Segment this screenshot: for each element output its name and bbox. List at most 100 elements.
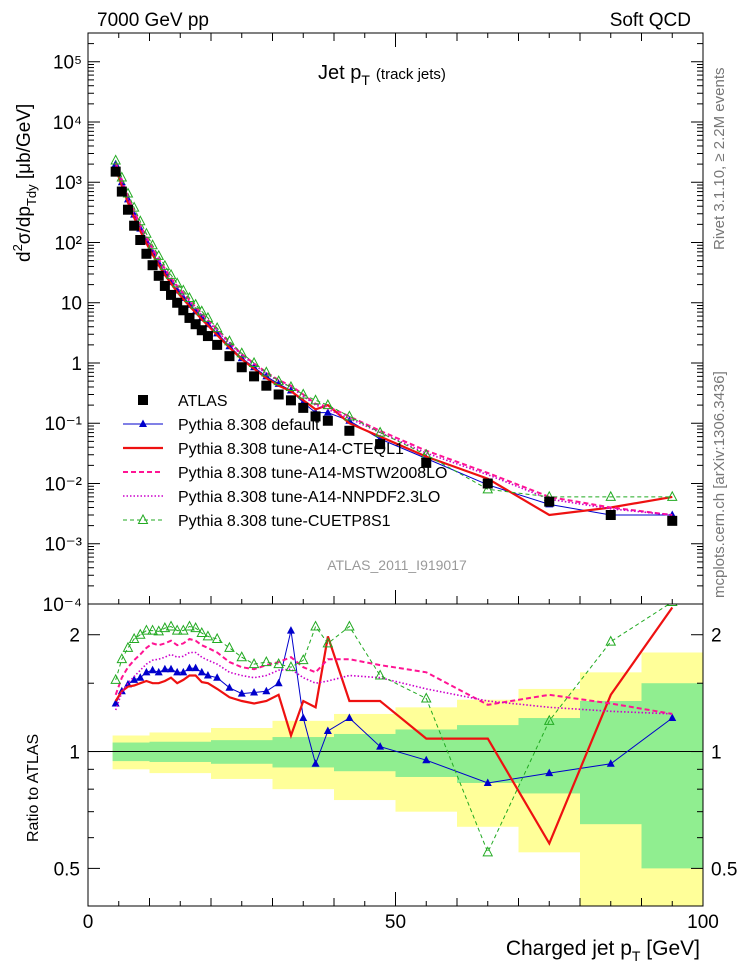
main-data-marker <box>166 289 177 300</box>
main-data-marker <box>153 270 164 281</box>
main-cuetp8s1-marker <box>344 410 355 421</box>
main-cuetp8s1-marker <box>153 249 165 260</box>
legend-label-a14_nnpdf: Pythia 8.308 tune-A14-NNPDF2.3LO <box>178 489 440 506</box>
ratio-xlabel-unit: [GeV] <box>640 937 700 960</box>
ratio-cuetp8s1-marker <box>374 669 386 680</box>
main-cuetp8s1-marker <box>165 268 177 279</box>
main-series-a14_mstw <box>114 162 673 516</box>
main-data-marker <box>344 425 355 436</box>
ratio-xtick-label: 50 <box>385 912 406 933</box>
main-data-marker <box>261 380 272 391</box>
ratio-default-marker <box>299 713 308 722</box>
main-data-marker <box>159 280 170 291</box>
ratio-y-ticks: 0.5 0.5 1 1 2 2 <box>54 626 738 881</box>
main-data-marker <box>224 351 235 362</box>
main-cuetp8s1-marker <box>190 298 201 309</box>
main-data-marker <box>322 415 333 426</box>
main-data-marker <box>421 457 432 468</box>
legend: ATLAS Pythia 8.308 default Pythia 8.308 tu… <box>123 393 447 530</box>
ratio-cuetp8s1-marker <box>273 658 284 669</box>
main-data-marker <box>273 389 284 400</box>
ratio-panel: 0 50 100 0.5 0.5 1 1 2 2 <box>54 33 738 933</box>
main-cuetp8s1-marker <box>248 356 260 367</box>
plot-title-main: Jet p <box>318 62 361 84</box>
main-cuetp8s1-marker <box>261 366 272 377</box>
ratio-cuetp8s1-marker <box>196 626 208 638</box>
main-ytick-label: 1 <box>71 354 82 375</box>
main-default-marker <box>237 353 246 362</box>
main-cuetp8s1-marker <box>177 284 189 295</box>
main-data-marker <box>184 312 195 323</box>
main-data-marker <box>129 220 140 231</box>
main-ytick-label: 10⁴ <box>53 113 82 134</box>
main-cuetp8s1-marker <box>297 388 309 399</box>
ratio-line-a14_nnpdf <box>114 651 673 715</box>
legend-label-a14_mstw: Pythia 8.308 tune-A14-MSTW2008LO <box>178 465 447 482</box>
ratio-ytick-label: 2 <box>69 626 80 647</box>
ratio-default-marker <box>286 626 295 634</box>
ratio-band-inner <box>334 733 396 772</box>
ratio-series-a14_cteq <box>114 606 674 846</box>
legend-cuetp8s1-marker <box>137 513 149 524</box>
main-data-marker <box>605 510 616 521</box>
ratio-default-marker <box>545 768 554 777</box>
ratio-ytick-label-right: 2 <box>711 626 722 647</box>
legend-data-marker <box>138 395 148 405</box>
ratio-default-marker <box>130 675 139 683</box>
analysis-id: ATLAS_2011_I919017 <box>327 557 467 573</box>
legend-label-cuetp8s1: Pythia 8.308 tune-CUETP8S1 <box>178 513 391 530</box>
ratio-cuetp8s1-marker <box>147 624 158 635</box>
ratio-cuetp8s1-marker <box>310 620 321 631</box>
ratio-default-marker <box>197 667 206 676</box>
main-data-marker <box>141 248 152 259</box>
ratio-band-inner <box>272 737 334 768</box>
main-data-marker <box>310 411 321 422</box>
main-cuetp8s1-marker <box>211 321 223 333</box>
main-line-a14_nnpdf <box>114 165 673 516</box>
ratio-cuetp8s1-marker <box>171 624 183 635</box>
main-ytick-label: 10⁻² <box>45 474 83 495</box>
ratio-default-marker <box>179 667 188 676</box>
x-ticks: 0 50 100 <box>83 33 719 933</box>
main-data-marker <box>667 515 678 526</box>
main-cuetp8s1-marker <box>224 335 235 346</box>
main-cuetp8s1-marker <box>482 483 494 494</box>
main-ytick-label: 10 <box>61 294 82 315</box>
ratio-ylabel: Ratio to ATLAS <box>25 734 42 842</box>
main-data-marker <box>285 395 296 406</box>
main-ytick-label: 10⁻³ <box>45 535 83 556</box>
ratio-series-a14_mstw <box>114 637 673 715</box>
ratio-default-marker <box>111 698 120 707</box>
ratio-cuetp8s1-marker <box>344 620 355 631</box>
main-line-a14_mstw <box>114 162 673 516</box>
main-cuetp8s1-marker <box>285 380 297 391</box>
main-data-marker <box>178 305 189 316</box>
legend-entry-cuetp8s1: Pythia 8.308 tune-CUETP8S1 <box>123 513 391 530</box>
ratio-default-marker <box>483 778 492 786</box>
main-series-data <box>110 166 678 526</box>
main-cuetp8s1-marker <box>184 291 195 302</box>
ratio-series-cuetp8s1 <box>110 604 678 857</box>
ratio-cuetp8s1-marker <box>248 658 260 669</box>
main-cuetp8s1-marker <box>110 154 122 165</box>
ratio-default-marker <box>323 726 332 734</box>
legend-entry-data: ATLAS <box>138 393 228 410</box>
main-cuetp8s1-marker <box>310 394 321 405</box>
main-default-marker <box>225 341 234 350</box>
ratio-cuetp8s1-marker <box>322 637 334 648</box>
main-ytick-label: 10² <box>55 233 82 254</box>
ratio-default-marker <box>167 664 176 673</box>
header-right-label: Soft QCD <box>610 10 691 31</box>
ratio-default-marker <box>213 673 222 681</box>
main-cuetp8s1-marker <box>236 347 248 358</box>
main-ylabel-unit: [μb/GeV] <box>14 104 35 185</box>
main-cuetp8s1-marker <box>322 399 334 410</box>
main-ytick-label: 10⁻⁴ <box>43 595 82 616</box>
ratio-cuetp8s1-marker <box>159 622 171 633</box>
main-series-cuetp8s1 <box>110 154 678 501</box>
ratio-default-marker <box>345 713 354 722</box>
ratio-band-inner <box>518 718 580 794</box>
ratio-ytick-label: 0.5 <box>54 859 80 880</box>
ratio-cuetp8s1-marker <box>165 620 177 631</box>
